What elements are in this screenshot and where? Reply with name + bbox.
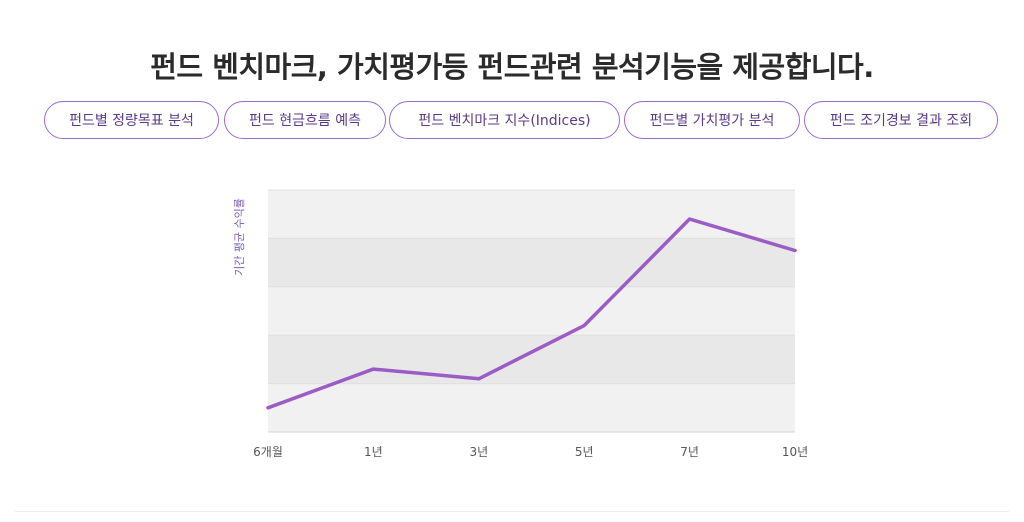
gridlines	[268, 189, 795, 433]
tab-valuation-analysis[interactable]: 펀드별 가치평가 분석	[624, 101, 800, 139]
data-point	[582, 324, 586, 328]
data-point	[688, 217, 692, 221]
return-line-chart: 기간 평균 수익률 6개월 1년 3년 5년 7년 10년	[233, 189, 808, 459]
footer-divider	[15, 511, 1009, 512]
grid-band	[268, 335, 795, 384]
x-tick-label: 5년	[575, 445, 594, 459]
grid-bands	[268, 190, 795, 432]
y-axis-label: 기간 평균 수익률	[233, 198, 246, 276]
tab-cashflow-forecast[interactable]: 펀드 현금흐름 예측	[224, 101, 386, 139]
tab-quantitative-target[interactable]: 펀드별 정량목표 분석	[44, 101, 219, 139]
data-point	[371, 367, 375, 371]
page-headline: 펀드 벤치마크, 가치평가등 펀드관련 분석기능을 제공합니다.	[150, 50, 874, 84]
data-point	[266, 406, 270, 410]
grid-band	[268, 383, 795, 432]
grid-band	[268, 190, 795, 239]
tab-early-warning[interactable]: 펀드 조기경보 결과 조회	[804, 101, 998, 139]
x-tick-label: 7년	[680, 445, 699, 459]
data-point	[477, 377, 481, 381]
x-tick-label: 1년	[364, 445, 383, 459]
data-point	[793, 249, 797, 252]
x-tick-label: 3년	[469, 445, 488, 459]
x-tick-label: 10년	[782, 445, 808, 459]
grid-band	[268, 238, 795, 287]
grid-band	[268, 286, 795, 336]
x-tick-labels: 6개월 1년 3년 5년 7년 10년	[253, 445, 808, 459]
series-line	[266, 217, 797, 410]
tab-benchmark-indices[interactable]: 펀드 벤치마크 지수(Indices)	[389, 101, 620, 139]
data-points	[266, 217, 797, 410]
x-tick-label: 6개월	[253, 445, 283, 459]
